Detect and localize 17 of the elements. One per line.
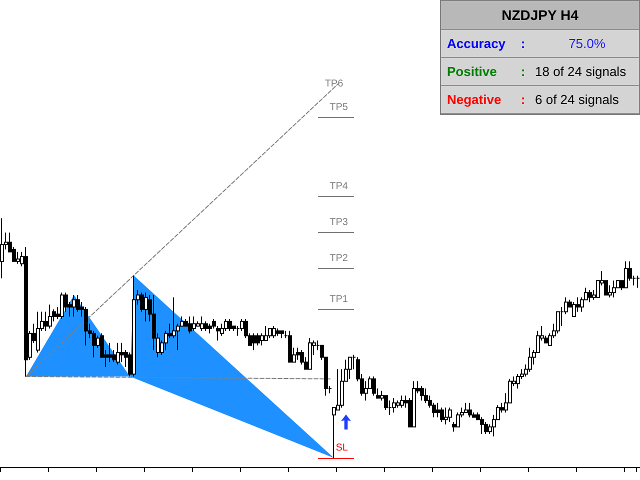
text: Negative (446, 92, 502, 107)
text: : (520, 92, 526, 107)
ref-line-label: SL (336, 442, 348, 454)
ref-line-label: TP1 (330, 294, 348, 305)
text: 75.0% (568, 36, 606, 51)
text: Positive (446, 64, 498, 79)
ref-line-label: TP2 (330, 253, 348, 264)
ref-line-label: TP4 (330, 181, 348, 192)
text: Accuracy (446, 36, 507, 51)
text: : (520, 64, 526, 79)
text: : (520, 36, 526, 51)
chart-title: NZDJPY H4 (441, 1, 639, 30)
text: 18 of 24 signals (535, 64, 628, 79)
ref-line-label: TP3 (330, 217, 348, 228)
text: 6 of 24 signals (535, 92, 620, 107)
ref-line-label: TP5 (330, 102, 348, 114)
annotation: TP6 (324, 78, 344, 90)
